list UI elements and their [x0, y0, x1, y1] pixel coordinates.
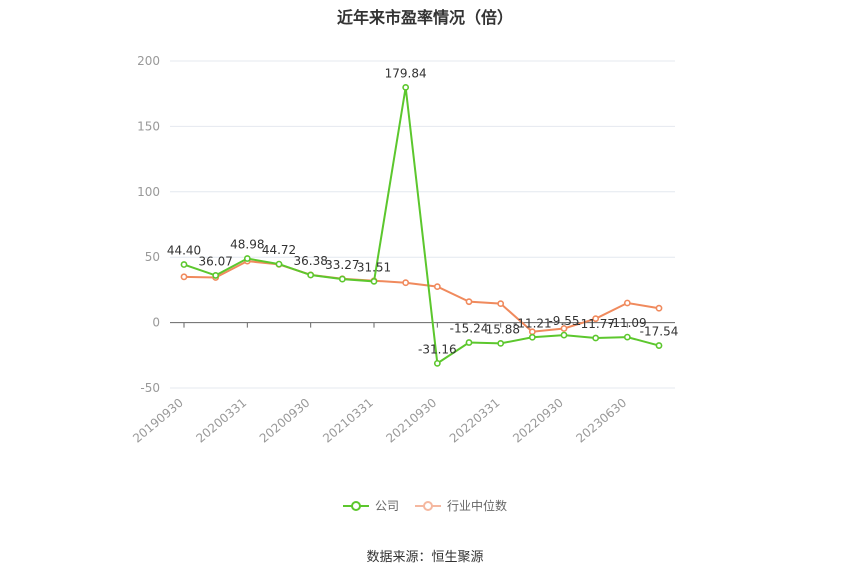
legend-item-company[interactable]: 公司	[342, 497, 399, 514]
chart-title: 近年来市盈率情况（倍）	[336, 8, 513, 27]
data-label: 44.72	[262, 243, 296, 257]
data-label: 31.51	[357, 260, 391, 274]
company-point	[275, 260, 283, 268]
company-point	[307, 271, 315, 279]
industry-point	[592, 315, 600, 323]
company-point	[370, 277, 378, 285]
legend-item-industry[interactable]: 行业中位数	[415, 497, 507, 514]
data-label: -15.88	[481, 322, 520, 336]
company-point	[623, 333, 631, 341]
x-tick-label: 20210930	[383, 396, 439, 446]
legend-industry-marker	[415, 500, 441, 511]
grid-lines	[170, 60, 675, 389]
company-point	[243, 255, 251, 262]
industry-point	[433, 283, 441, 291]
industry-series-line	[183, 260, 660, 333]
data-label: -15.24	[450, 322, 489, 336]
x-tick-label: 20200331	[193, 396, 249, 446]
series-group	[180, 83, 663, 367]
company-point	[338, 275, 346, 283]
x-tick-label: 20220331	[447, 396, 503, 446]
company-point	[402, 83, 410, 91]
industry-point	[180, 273, 188, 281]
company-point	[528, 333, 536, 341]
company-point	[180, 261, 188, 268]
company-series-line	[183, 87, 660, 366]
y-tick-label: 100	[137, 185, 160, 199]
company-point	[592, 334, 600, 342]
data-label: 179.84	[385, 66, 427, 80]
industry-point	[560, 325, 568, 332]
legend-company-marker	[342, 500, 369, 511]
data-label: -11.21	[513, 316, 552, 330]
x-axis: 20190930 20200331 20200930 20210331 20210930…	[130, 322, 675, 446]
y-tick-label: 0	[152, 316, 160, 330]
x-tick-label: 20220930	[510, 396, 566, 446]
company-point	[497, 339, 505, 347]
data-label: 48.98	[230, 238, 264, 252]
industry-point	[465, 298, 473, 306]
data-label: 36.07	[198, 254, 232, 268]
company-point	[560, 331, 568, 339]
y-tick-label: -50	[140, 381, 160, 395]
legend-company-label: 公司	[374, 499, 399, 513]
y-axis-ticks: -50 0 50 100 150 200	[137, 54, 160, 395]
industry-point	[402, 279, 410, 287]
company-point	[655, 342, 663, 349]
legend-industry-label: 行业中位数	[447, 499, 508, 513]
legend: 公司 行业中位数	[0, 497, 850, 514]
data-source: 数据来源：恒生聚源	[366, 550, 484, 565]
industry-point	[497, 300, 505, 308]
company-point	[212, 272, 220, 279]
company-point	[433, 359, 441, 367]
data-label: -11.77	[576, 317, 615, 331]
y-tick-label: 50	[145, 250, 160, 264]
data-label: 36.38	[293, 254, 327, 268]
y-tick-label: 200	[137, 54, 160, 68]
data-label: -9.55	[548, 314, 579, 328]
x-tick-label: 20210331	[320, 396, 376, 446]
x-tick-label: 20200930	[257, 396, 313, 446]
data-label: -17.54	[640, 325, 679, 339]
x-tick-label: 20230630	[573, 396, 629, 446]
data-label: 33.27	[325, 258, 359, 272]
data-label: -11.09	[608, 316, 647, 330]
industry-point	[623, 299, 631, 307]
industry-point	[655, 304, 663, 312]
company-point	[465, 339, 473, 346]
data-label: -31.16	[418, 342, 457, 356]
x-tick-label: 20190930	[130, 396, 186, 446]
data-label: 44.40	[167, 244, 201, 258]
y-tick-label: 150	[137, 119, 160, 133]
